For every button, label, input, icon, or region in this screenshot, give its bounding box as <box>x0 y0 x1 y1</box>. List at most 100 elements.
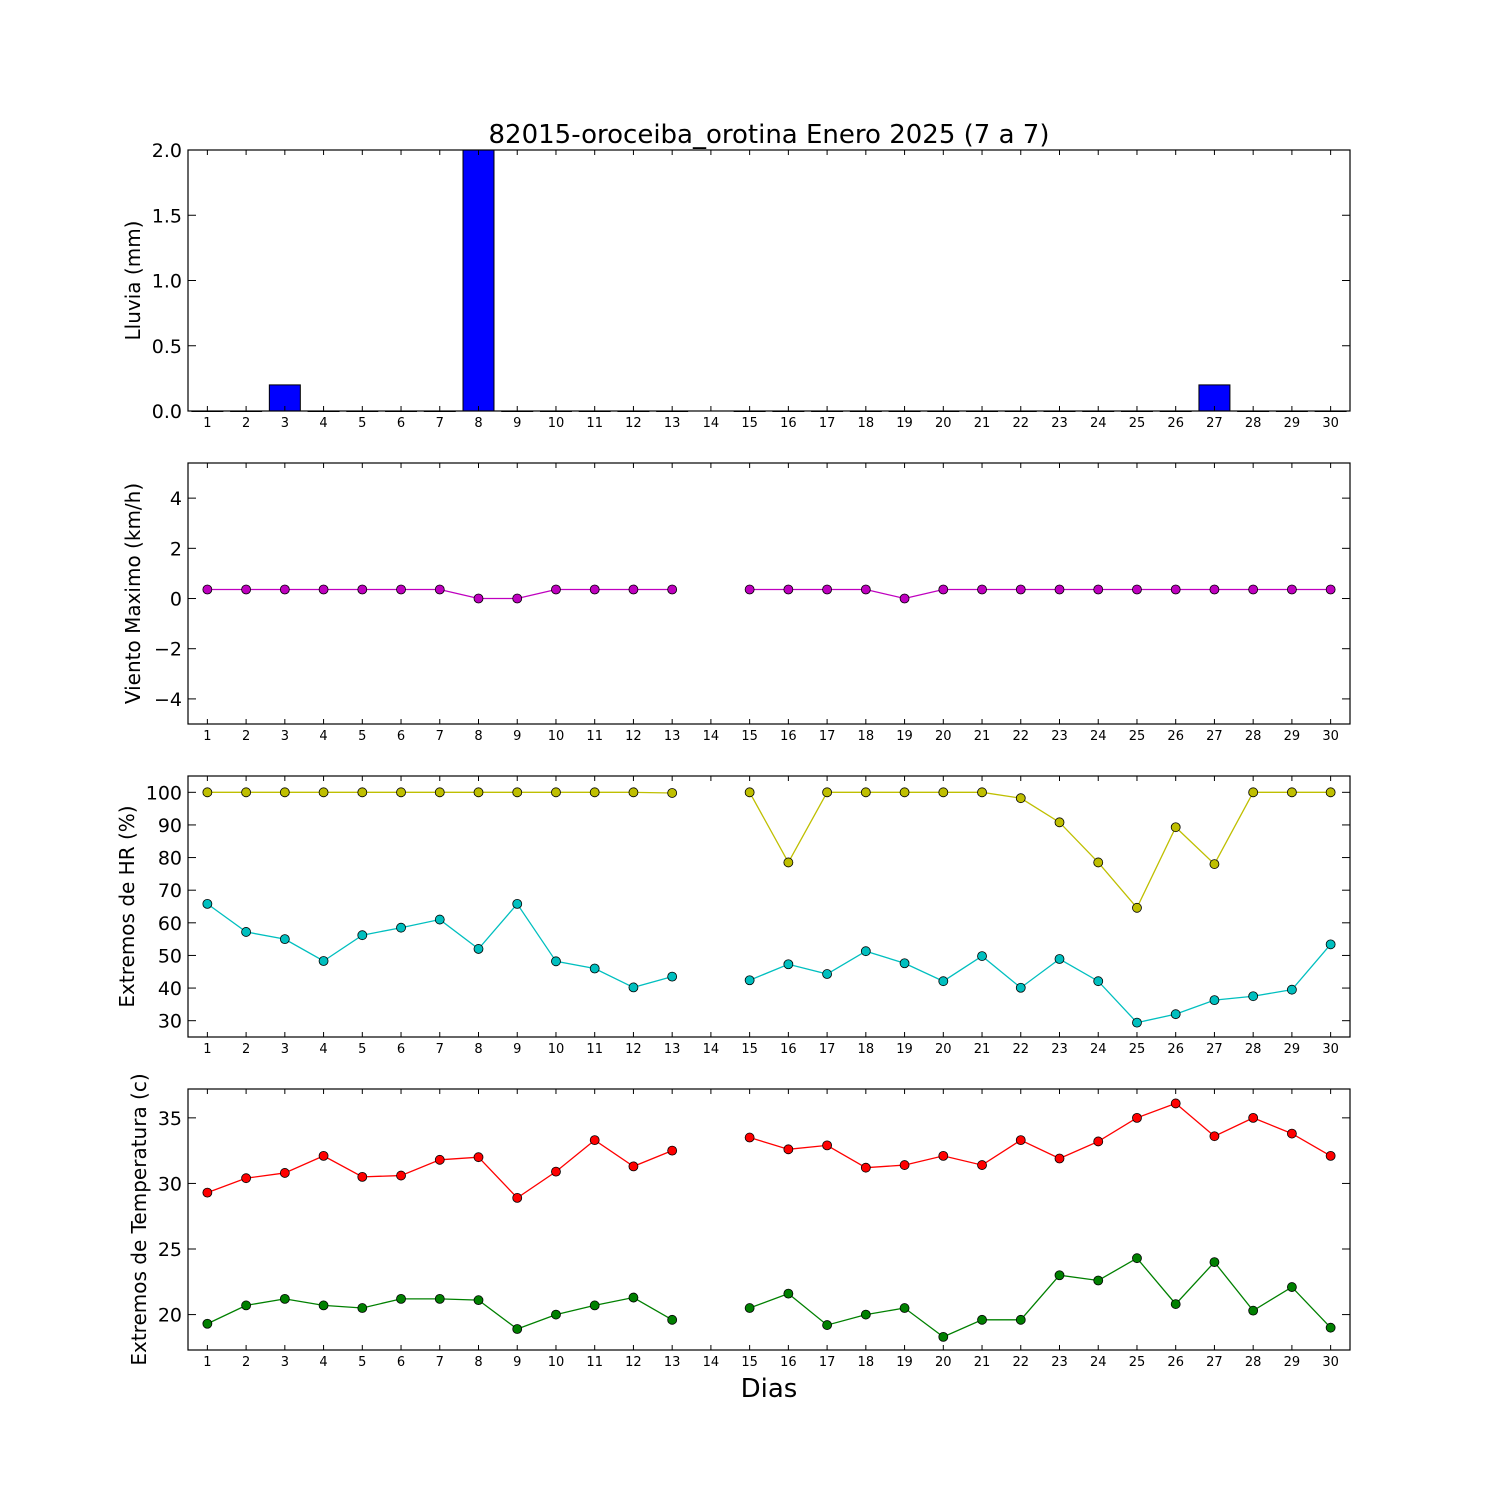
series-1-point-day-25 <box>1132 584 1142 595</box>
series-1-point-day-4 <box>318 1150 329 1161</box>
series-2-point-day-4 <box>318 1300 329 1311</box>
series-1-point-day-26 <box>1170 822 1181 833</box>
x-tick-label: 20 <box>935 1042 952 1057</box>
x-tick-label: 20 <box>935 416 952 431</box>
series-2-point-day-1 <box>202 898 213 909</box>
x-tick-label: 10 <box>548 729 565 744</box>
x-tick-label: 26 <box>1167 729 1184 744</box>
x-tick-label: 6 <box>397 729 405 744</box>
x-tick-label: 8 <box>474 1042 482 1057</box>
x-tick-label: 26 <box>1167 416 1184 431</box>
x-tick-label: 23 <box>1051 1355 1068 1370</box>
x-tick-label: 30 <box>1322 416 1339 431</box>
x-tick-label: 5 <box>358 1042 366 1057</box>
x-tick-label: 15 <box>741 1355 758 1370</box>
series-1-point-day-21 <box>977 787 987 798</box>
x-tick-label: 20 <box>935 1355 952 1370</box>
x-tick-label: 22 <box>1012 1355 1029 1370</box>
series-1-point-day-17 <box>822 787 832 798</box>
series-1-point-day-22 <box>1015 584 1026 595</box>
series-2-point-day-9 <box>512 898 523 909</box>
x-tick-label: 27 <box>1206 1042 1223 1057</box>
series-1-point-day-28 <box>1248 787 1259 798</box>
series-2-point-day-28 <box>1248 991 1259 1002</box>
x-tick-label: 14 <box>703 1355 720 1370</box>
series-2-point-day-8 <box>473 1295 484 1306</box>
y-tick-label: 90 <box>158 815 182 837</box>
series-2-point-day-6 <box>396 922 406 933</box>
x-tick-label: 4 <box>319 1355 327 1370</box>
x-tick-label: 7 <box>436 416 444 431</box>
series-1-point-day-5 <box>357 1171 368 1182</box>
x-tick-label: 24 <box>1090 416 1107 431</box>
x-tick-label: 29 <box>1284 416 1301 431</box>
x-tick-label: 13 <box>664 729 681 744</box>
x-tick-label: 13 <box>664 416 681 431</box>
series-2-point-day-19 <box>899 958 910 969</box>
series-1-point-day-22 <box>1015 1135 1026 1146</box>
series-2-point-day-16 <box>783 959 794 970</box>
x-tick-label: 24 <box>1090 729 1107 744</box>
x-tick-label: 17 <box>819 1042 836 1057</box>
series-1-point-day-30 <box>1325 584 1336 595</box>
x-tick-label: 27 <box>1206 416 1223 431</box>
x-tick-label: 13 <box>664 1042 681 1057</box>
series-1-point-day-9 <box>512 1192 523 1203</box>
y-tick-label: 0.5 <box>152 336 182 358</box>
y-tick-label: 70 <box>158 880 182 902</box>
series-2-point-day-30 <box>1325 1322 1336 1333</box>
y-axis-label: Extremos de Temperatura (c) <box>127 1073 151 1365</box>
series-2-point-day-28 <box>1248 1305 1259 1316</box>
series-1-point-day-8 <box>473 593 484 604</box>
x-tick-label: 16 <box>780 729 797 744</box>
y-tick-label: 80 <box>158 848 182 870</box>
x-tick-label: 4 <box>319 729 327 744</box>
x-tick-label: 28 <box>1245 1042 1262 1057</box>
x-tick-label: 28 <box>1245 416 1262 431</box>
series-2-point-day-17 <box>822 1320 832 1330</box>
x-tick-label: 4 <box>319 416 327 431</box>
series-1-point-day-28 <box>1248 1112 1259 1123</box>
series-1-point-day-20 <box>938 584 949 595</box>
series-1-point-day-18 <box>860 584 871 595</box>
x-tick-label: 22 <box>1012 416 1029 431</box>
x-tick-label: 6 <box>397 416 405 431</box>
x-tick-label: 10 <box>548 1355 565 1370</box>
series-2-point-day-22 <box>1015 982 1026 993</box>
x-tick-label: 3 <box>281 416 289 431</box>
series-2-point-day-5 <box>357 930 368 941</box>
x-tick-label: 14 <box>703 1042 720 1057</box>
series-2-point-day-8 <box>473 944 484 954</box>
series-2-point-day-27 <box>1209 1257 1220 1268</box>
y-axis-label: Viento Maximo (km/h) <box>121 483 145 704</box>
series-1-point-day-5 <box>357 584 368 595</box>
x-tick-label: 15 <box>741 416 758 431</box>
series-1-point-day-15 <box>744 787 755 798</box>
x-tick-label: 16 <box>780 416 797 431</box>
x-tick-label: 2 <box>242 416 250 431</box>
chart-panel-1: 1 2 3 4 5 6 7 8 9 10 11 12 13 14 15 16 17 18 19 20 21 22 23 24 2… <box>121 140 1351 431</box>
series-2-point-day-12 <box>628 982 639 993</box>
x-tick-label: 18 <box>858 729 875 744</box>
x-tick-label: 7 <box>436 729 444 744</box>
x-tick-label: 18 <box>858 416 875 431</box>
series-2-point-day-2 <box>241 1300 252 1311</box>
series-1-point-day-7 <box>434 787 445 798</box>
series-1-point-day-8 <box>473 1152 484 1163</box>
series-1-point-day-10 <box>551 1166 561 1177</box>
series-1-point-day-26 <box>1170 1098 1181 1109</box>
x-tick-label: 11 <box>586 416 603 431</box>
y-tick-label: 100 <box>146 782 182 804</box>
plot-frame <box>187 1088 1351 1351</box>
series-1-point-day-18 <box>860 1162 871 1173</box>
series-2-line-2 <box>749 1257 1332 1338</box>
series-2-point-day-20 <box>938 1331 949 1342</box>
series-1-point-day-3 <box>279 1168 290 1178</box>
y-tick-label: −2 <box>154 639 182 661</box>
y-tick-label: 35 <box>158 1108 182 1130</box>
series-1-point-day-17 <box>822 584 832 595</box>
x-tick-label: 2 <box>242 729 250 744</box>
x-tick-label: 18 <box>858 1042 875 1057</box>
series-2-point-day-17 <box>822 969 832 979</box>
